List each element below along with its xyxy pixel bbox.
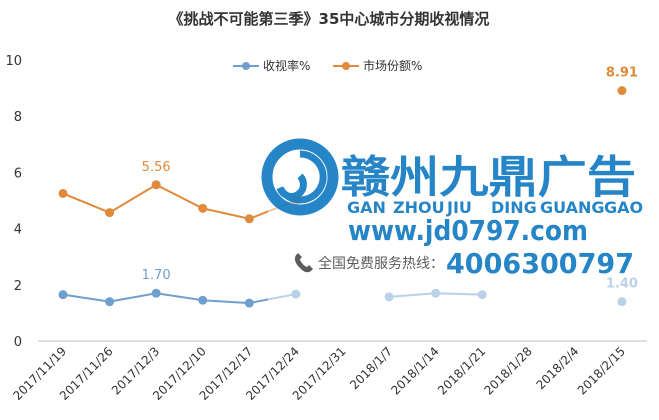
watermark-hotline-label: 全国免费服务热线： [318,255,444,272]
x-tick-label: 2018/1/21 [435,344,488,397]
watermark-phone: 4006300797 [446,247,634,280]
x-tick-label: 2018/1/14 [388,344,441,397]
legend-marker-2 [342,62,350,70]
series-1-line [62,292,297,305]
series-2-line [62,183,297,220]
x-tick-label: 2018/2/4 [533,344,581,392]
chart-title: 《挑战不可能第三季》35中心城市分期收视情况 [169,10,490,28]
legend-label-1: 收视率% [263,58,310,73]
y-tick-label: 6 [14,166,22,181]
watermark-url: www.jd0797.com [348,214,588,247]
y-tick-label: 0 [14,335,22,350]
y-tick-label: 8 [14,110,22,125]
series-2-point [58,188,68,198]
x-tick-label: 2018/1/28 [482,344,535,397]
series-1-point [58,290,68,300]
series-2-point [198,203,208,213]
series-1-data-label: 1.70 [142,268,171,283]
series-1-point [198,295,208,305]
series-2-point [151,180,161,190]
watermark-title: 赣州九鼎广告 [341,152,636,203]
series-2-point [244,214,254,224]
series-1-point [151,288,161,298]
series-2-data-label: 8.91 [606,66,638,81]
watermark-pinyin-4: DING [491,198,537,217]
series-2-data-label: 5.56 [142,160,171,175]
watermark-pinyin-6: GAO [604,198,643,217]
watermark-pinyin-1: GAN [347,198,386,217]
y-tick-label: 2 [14,279,22,294]
series-2-point [105,208,115,218]
watermark-pinyin-2: ZHOU [393,198,445,217]
legend-marker-1 [242,62,250,70]
x-tick-label: 2018/1/7 [347,344,395,392]
swirl-logo-icon [261,138,339,216]
phone-icon [294,253,313,273]
watermark-pinyin-5: GUANG [540,198,605,217]
watermark-pinyin-3: JIU [446,198,472,217]
legend-label-2: 市场份额% [363,58,422,73]
y-tick-label: 10 [5,54,22,69]
legend: 收视率% 市场份额% [233,58,422,73]
y-tick-label: 4 [14,223,22,238]
series-1-point [105,297,115,307]
y-axis: 0 2 4 6 8 10 [5,54,22,350]
x-axis: 2017/11/192017/11/262017/12/32017/12/102… [10,344,628,403]
series-2-point [617,86,627,96]
x-tick-label: 2018/2/15 [575,344,628,397]
watermark: 赣州九鼎广告 GAN ZHOU JIU DING GUANG GAO www.j… [261,138,643,330]
series-1-point [244,298,254,308]
